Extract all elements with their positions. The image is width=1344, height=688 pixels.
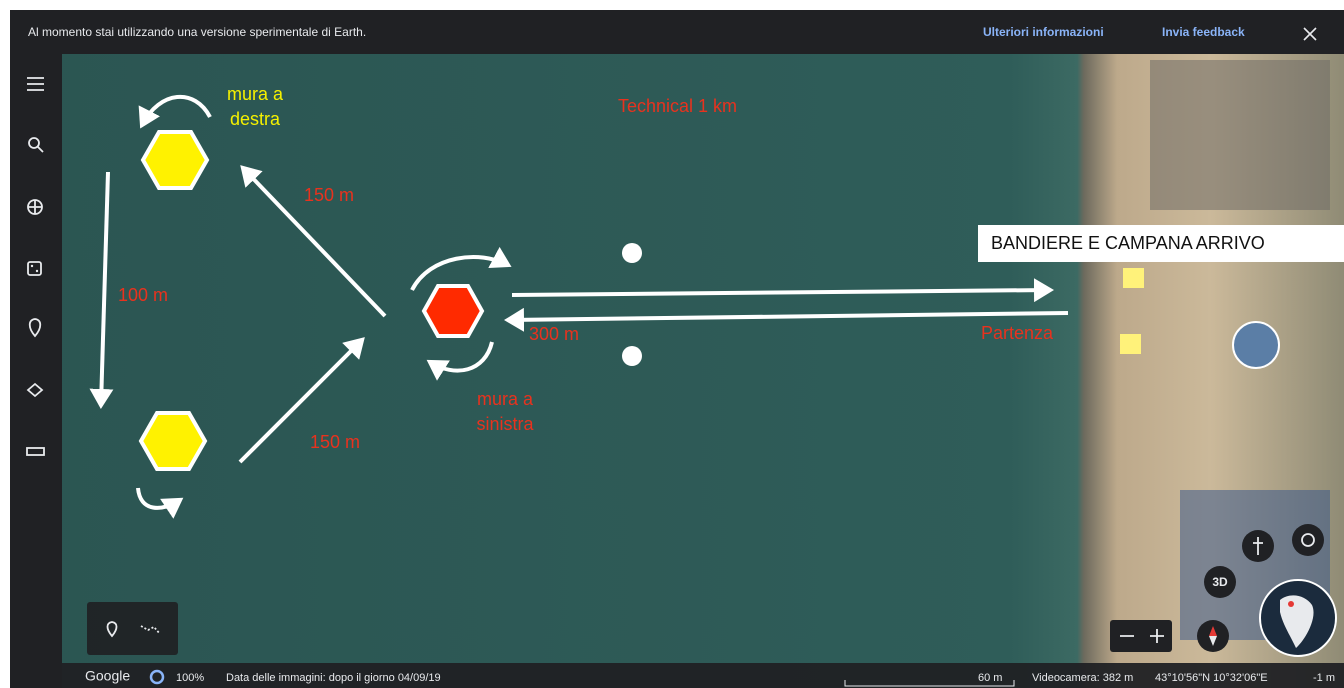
start-label: Partenza (981, 323, 1054, 343)
photo-thumbnail[interactable] (1233, 322, 1279, 368)
distance-label: 300 m (529, 324, 579, 344)
white-buoy (622, 346, 642, 366)
technical-label: Technical 1 km (618, 96, 737, 116)
distance-label: 100 m (118, 285, 168, 305)
yellow-buoy (143, 132, 207, 188)
satellite-map[interactable] (10, 54, 1344, 688)
wall-right-label: destra (230, 109, 281, 129)
finish-label: BANDIERE E CAMPANA ARRIVO (991, 233, 1265, 253)
wall-right-label: mura a (227, 84, 284, 104)
red-buoy (424, 286, 482, 336)
imagery-date: Data delle immagini: dopo il giorno 04/0… (226, 672, 441, 684)
feedback-link[interactable]: Invia feedback (1162, 25, 1245, 39)
white-buoy (622, 243, 642, 263)
camera-altitude: Videocamera: 382 m (1032, 672, 1133, 684)
banner-message: Al momento stai utilizzando una versione… (28, 25, 366, 39)
tool-panel (87, 602, 178, 655)
flag-marker (1120, 334, 1141, 354)
yellow-buoy (141, 413, 205, 469)
elevation: -1 m (1313, 672, 1335, 684)
globe-position (1288, 601, 1294, 607)
locate-button[interactable] (1292, 524, 1324, 556)
flag-marker (1123, 268, 1144, 288)
voyager-button[interactable] (28, 200, 42, 214)
view-3d-label: 3D (1212, 575, 1228, 589)
beach-establishment (1150, 60, 1330, 210)
distance-label: 150 m (310, 432, 360, 452)
earth-screen: Al momento stai utilizzando una versione… (0, 0, 1344, 688)
coordinates: 43°10'56"N 10°32'06"E (1155, 672, 1268, 684)
more-info-link[interactable]: Ulteriori informazioni (983, 25, 1104, 39)
zoom-percent: 100% (176, 672, 204, 684)
page: {"banner": {"message": "Al momento stai … (0, 0, 1344, 688)
scale-label: 60 m (978, 672, 1002, 684)
google-logo: Google (85, 668, 130, 684)
distance-label: 150 m (304, 185, 354, 205)
sidebar (10, 54, 62, 688)
wall-left-label: mura a (477, 389, 534, 409)
wall-left-label: sinistra (476, 414, 534, 434)
